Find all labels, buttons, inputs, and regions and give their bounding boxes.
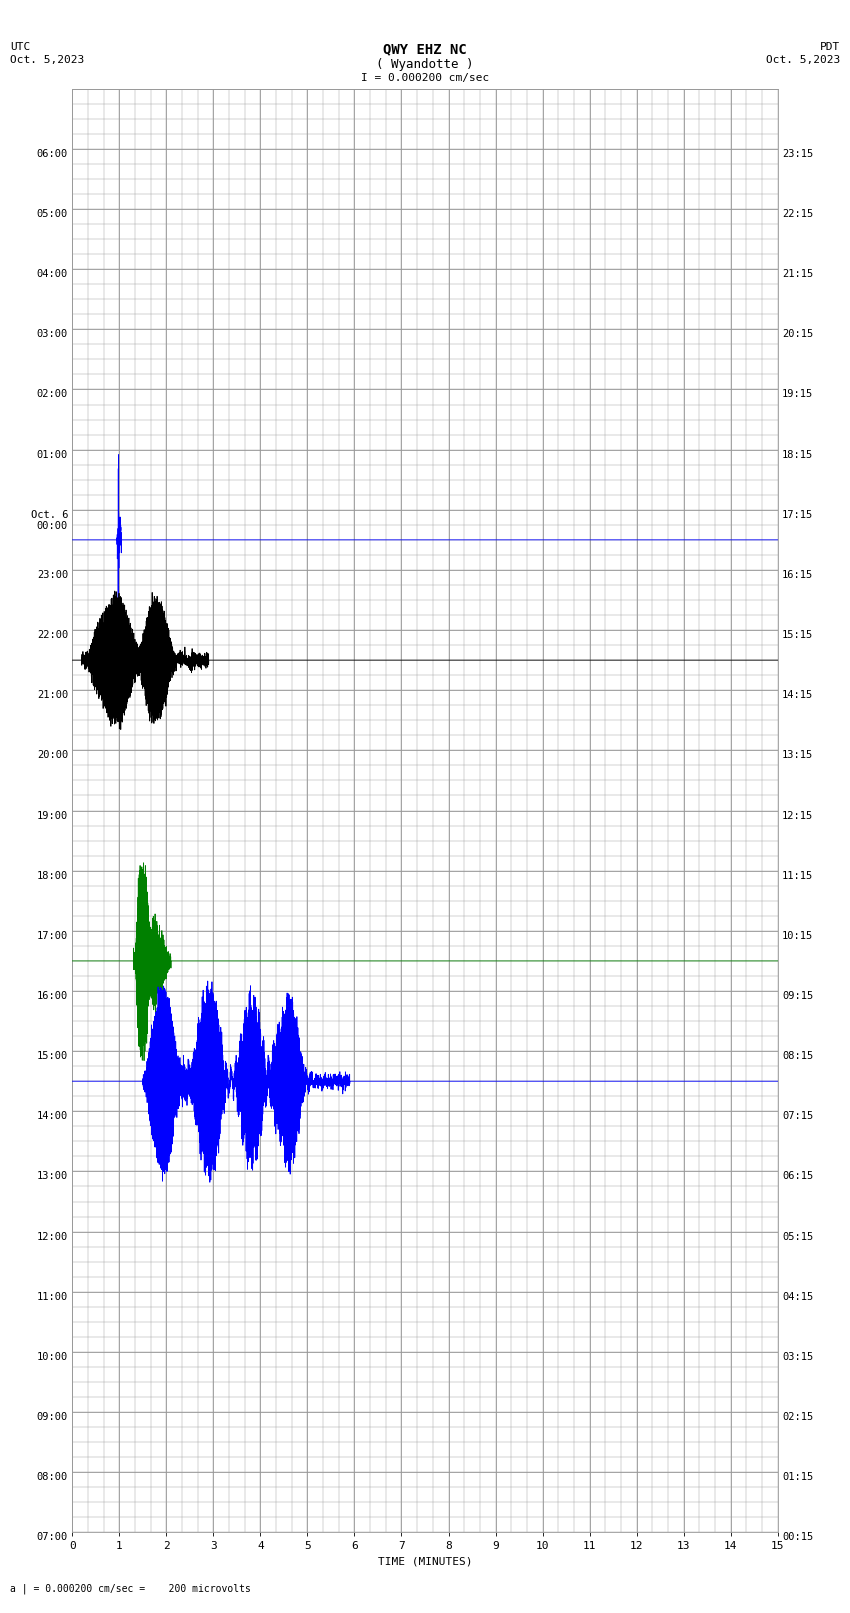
Text: 11:15: 11:15 <box>782 871 813 881</box>
Text: Oct. 6
00:00: Oct. 6 00:00 <box>31 510 68 531</box>
Text: 06:00: 06:00 <box>37 148 68 158</box>
Text: 04:00: 04:00 <box>37 269 68 279</box>
Text: 13:15: 13:15 <box>782 750 813 760</box>
X-axis label: TIME (MINUTES): TIME (MINUTES) <box>377 1557 473 1566</box>
Text: 19:15: 19:15 <box>782 389 813 400</box>
Text: 17:15: 17:15 <box>782 510 813 519</box>
Text: 23:00: 23:00 <box>37 569 68 581</box>
Text: Oct. 5,2023: Oct. 5,2023 <box>10 55 84 65</box>
Text: 18:15: 18:15 <box>782 450 813 460</box>
Text: 03:15: 03:15 <box>782 1352 813 1361</box>
Text: 21:15: 21:15 <box>782 269 813 279</box>
Text: 08:00: 08:00 <box>37 1473 68 1482</box>
Text: 23:15: 23:15 <box>782 148 813 158</box>
Text: PDT: PDT <box>819 42 840 52</box>
Text: 16:15: 16:15 <box>782 569 813 581</box>
Text: 12:00: 12:00 <box>37 1232 68 1242</box>
Text: ( Wyandotte ): ( Wyandotte ) <box>377 58 473 71</box>
Text: 07:00: 07:00 <box>37 1532 68 1542</box>
Text: QWY EHZ NC: QWY EHZ NC <box>383 42 467 56</box>
Text: 15:15: 15:15 <box>782 631 813 640</box>
Text: 08:15: 08:15 <box>782 1052 813 1061</box>
Text: 10:15: 10:15 <box>782 931 813 940</box>
Text: 18:00: 18:00 <box>37 871 68 881</box>
Text: 20:15: 20:15 <box>782 329 813 339</box>
Text: 13:00: 13:00 <box>37 1171 68 1181</box>
Text: UTC: UTC <box>10 42 31 52</box>
Text: 05:15: 05:15 <box>782 1232 813 1242</box>
Text: 04:15: 04:15 <box>782 1292 813 1302</box>
Text: a | = 0.000200 cm/sec =    200 microvolts: a | = 0.000200 cm/sec = 200 microvolts <box>10 1582 251 1594</box>
Text: 15:00: 15:00 <box>37 1052 68 1061</box>
Text: 21:00: 21:00 <box>37 690 68 700</box>
Text: 03:00: 03:00 <box>37 329 68 339</box>
Text: I = 0.000200 cm/sec: I = 0.000200 cm/sec <box>361 73 489 82</box>
Text: 05:00: 05:00 <box>37 210 68 219</box>
Text: 17:00: 17:00 <box>37 931 68 940</box>
Text: 10:00: 10:00 <box>37 1352 68 1361</box>
Text: 20:00: 20:00 <box>37 750 68 760</box>
Text: 07:15: 07:15 <box>782 1111 813 1121</box>
Text: 00:15: 00:15 <box>782 1532 813 1542</box>
Text: 06:15: 06:15 <box>782 1171 813 1181</box>
Text: 14:00: 14:00 <box>37 1111 68 1121</box>
Text: 22:00: 22:00 <box>37 631 68 640</box>
Text: 02:00: 02:00 <box>37 389 68 400</box>
Text: 16:00: 16:00 <box>37 990 68 1002</box>
Text: 12:15: 12:15 <box>782 811 813 821</box>
Text: 19:00: 19:00 <box>37 811 68 821</box>
Text: 01:15: 01:15 <box>782 1473 813 1482</box>
Text: 11:00: 11:00 <box>37 1292 68 1302</box>
Text: 22:15: 22:15 <box>782 210 813 219</box>
Text: Oct. 5,2023: Oct. 5,2023 <box>766 55 840 65</box>
Text: 09:00: 09:00 <box>37 1411 68 1423</box>
Text: 02:15: 02:15 <box>782 1411 813 1423</box>
Text: 01:00: 01:00 <box>37 450 68 460</box>
Text: 14:15: 14:15 <box>782 690 813 700</box>
Text: 09:15: 09:15 <box>782 990 813 1002</box>
